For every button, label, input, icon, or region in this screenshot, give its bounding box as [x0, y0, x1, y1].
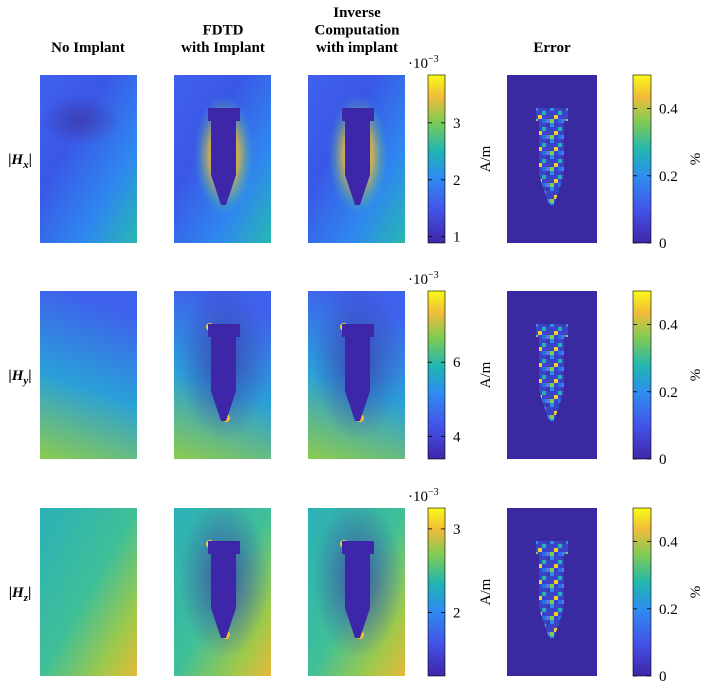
field-colorbar [427, 290, 446, 460]
field-map [174, 291, 271, 459]
colorbar-tick-label: 3 [453, 116, 461, 132]
colorbar-tick-label: 2 [453, 173, 461, 189]
colorbar-tick-label: 0.4 [659, 318, 678, 334]
colorbar-multiplier: ·10−3 [408, 487, 439, 505]
row-label-close: | [28, 585, 31, 601]
row-label-symbol: H [11, 585, 25, 601]
row-label-symbol: H [11, 368, 25, 384]
error-map [507, 508, 597, 676]
row-label-open: | [9, 585, 12, 601]
colorbar-tick-label: 0 [659, 452, 667, 468]
column-header: Inverse [333, 5, 381, 21]
row-label-close: | [29, 152, 32, 168]
colorbar-tick-label: 0 [659, 236, 667, 252]
multiplier-base: ·10 [408, 272, 428, 288]
row-label: |Hy| [8, 368, 31, 387]
colorbar-unit: A/m [478, 578, 494, 605]
column-header: No Implant [51, 40, 125, 56]
colorbar-tick-label: 0.2 [659, 385, 678, 401]
colorbar-unit: % [688, 369, 704, 382]
colorbar-unit: A/m [478, 145, 494, 172]
colorbar-tick-label: 6 [453, 355, 461, 371]
field-map [308, 291, 405, 459]
colorbar-unit: % [688, 153, 704, 166]
error-map [507, 75, 597, 243]
error-colorbar [632, 74, 652, 244]
column-header: with Implant [181, 40, 265, 56]
row-label-subscript: y [21, 375, 28, 387]
colorbar-tick-label: 0.4 [659, 535, 678, 551]
field-map [308, 75, 405, 243]
row-label: |Hz| [9, 585, 32, 604]
colorbar-tick-label: 0 [659, 669, 667, 682]
row-label-open: | [8, 368, 11, 384]
field-map [40, 508, 137, 676]
field-colorbar [427, 507, 446, 677]
colorbar-unit: A/m [478, 361, 494, 388]
colorbar-tick-label: 0.2 [659, 169, 678, 185]
field-colorbar [427, 74, 446, 244]
colorbar-unit: % [688, 586, 704, 599]
multiplier-exponent: −3 [428, 270, 439, 281]
map-background [40, 291, 137, 459]
column-header: Computation [314, 23, 400, 39]
field-map [40, 291, 137, 459]
colorbar-tick-label: 4 [453, 429, 461, 445]
error-colorbar [632, 507, 652, 677]
field-map [174, 508, 271, 676]
field-map [308, 508, 405, 676]
colorbar-multiplier: ·10−3 [408, 54, 439, 72]
row-label-close: | [28, 368, 31, 384]
column-header: with implant [316, 40, 398, 56]
row-label: |Hx| [8, 152, 32, 171]
field-map [40, 75, 137, 243]
column-header: Error [533, 40, 571, 56]
multiplier-exponent: −3 [428, 487, 439, 498]
colorbar-multiplier: ·10−3 [408, 270, 439, 288]
map-background [40, 508, 137, 676]
colorbar-tick-label: 1 [453, 230, 461, 246]
error-map [507, 291, 597, 459]
colorbar-tick-label: 2 [453, 605, 461, 621]
multiplier-base: ·10 [408, 56, 428, 72]
row-label-symbol: H [10, 152, 24, 168]
multiplier-exponent: −3 [428, 54, 439, 65]
multiplier-base: ·10 [408, 489, 428, 505]
colorbar-tick-label: 0.2 [659, 602, 678, 618]
row-label-subscript: x [22, 159, 29, 171]
error-colorbar [632, 290, 652, 460]
map-shade [40, 95, 120, 145]
field-map [174, 75, 271, 243]
column-header: FDTD [203, 23, 244, 39]
colorbar-tick-label: 3 [453, 522, 461, 538]
row-label-open: | [8, 152, 11, 168]
row-label-subscript: z [23, 592, 29, 604]
colorbar-tick-label: 0.4 [659, 102, 678, 118]
